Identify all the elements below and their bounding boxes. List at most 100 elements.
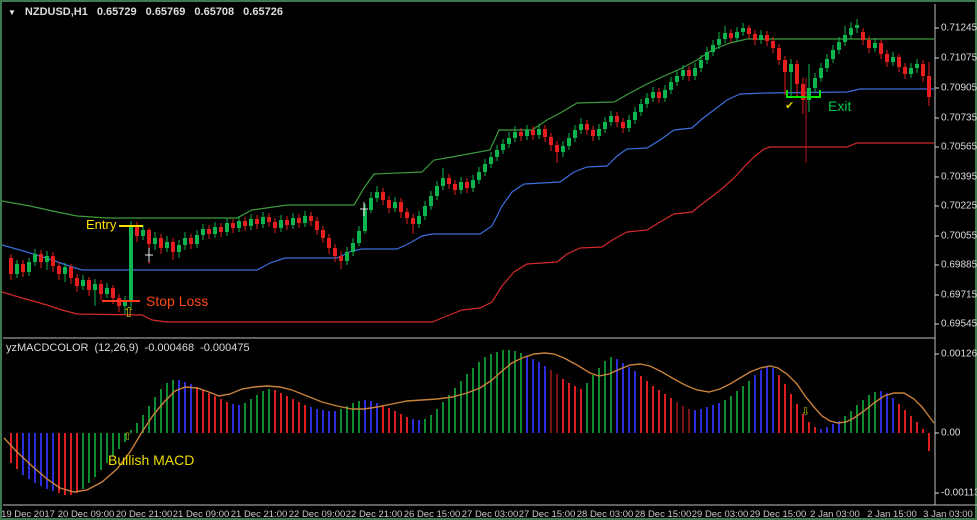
candle-body	[579, 124, 583, 130]
candle-body	[843, 35, 847, 42]
candle-body	[903, 67, 907, 74]
candle-body	[675, 76, 679, 82]
candle-body	[81, 280, 85, 286]
candle-body	[339, 256, 343, 261]
candle-body	[531, 130, 535, 135]
time-tick-label: 27 Dec 15:00	[518, 509, 576, 520]
buy-arrow-icon: ⇧	[123, 304, 135, 320]
candle-body	[597, 129, 601, 136]
candle-body	[357, 231, 361, 243]
candle-body	[591, 130, 595, 136]
price-tick-label: 0.001266	[941, 348, 977, 360]
candle-body	[27, 262, 31, 272]
price-tick-label: 0.70565	[941, 141, 977, 153]
time-tick-label: 2 Jan 15:00	[867, 509, 917, 520]
candle-body	[567, 138, 571, 146]
stop-loss-line	[102, 300, 140, 302]
time-tick-label: 29 Dec 03:00	[691, 509, 749, 520]
candle-body	[717, 39, 721, 45]
candle-body	[63, 267, 67, 274]
candle-body	[87, 280, 91, 290]
candle-body	[831, 50, 835, 59]
time-tick-label: 27 Dec 03:00	[461, 509, 519, 520]
candle-body	[699, 60, 703, 68]
candle-body	[417, 216, 421, 224]
candle-body	[735, 32, 739, 38]
entry-line	[119, 225, 143, 227]
ohlc-close: 0.65726	[243, 6, 283, 18]
candle-body	[321, 230, 325, 238]
price-tick-label: 0.71245	[941, 22, 977, 34]
candle-body	[873, 43, 877, 48]
candle-body	[885, 54, 889, 62]
candle-body	[543, 129, 547, 137]
candle-body	[159, 238, 163, 248]
candle-body	[399, 202, 403, 212]
price-tick-label: 0.00	[941, 427, 961, 439]
candle-body	[477, 172, 481, 180]
candle-body	[303, 216, 307, 223]
candle-body	[387, 200, 391, 208]
stop-loss-label: Stop Loss	[146, 293, 209, 309]
chart-symbol-title: NZDUSD,H1	[24, 6, 88, 18]
candle-body	[471, 180, 475, 188]
candle-body	[219, 227, 223, 232]
candle-body	[375, 192, 379, 198]
price-tick-label: 0.69715	[941, 289, 977, 301]
time-tick-label: 19 Dec 2017	[1, 509, 55, 520]
candle-body	[507, 138, 511, 144]
time-tick-label: 26 Dec 15:00	[403, 509, 461, 520]
candle-body	[489, 157, 493, 164]
candle-body	[639, 104, 643, 112]
candle-body	[333, 248, 337, 256]
bullish-macd-label: Bullish MACD	[108, 452, 195, 468]
candle-body	[45, 256, 49, 262]
price-tick-label: 0.70395	[941, 171, 977, 183]
symbol-dropdown-arrow-icon[interactable]: ▼	[8, 7, 16, 17]
time-tick-label: 20 Dec 09:00	[57, 509, 115, 520]
candle-body	[51, 256, 55, 266]
price-tick-label: 0.69885	[941, 259, 977, 271]
candle-body	[21, 264, 25, 272]
candle-body	[801, 84, 805, 100]
candle-body	[747, 28, 751, 34]
candle-body	[759, 35, 763, 40]
candle-body	[231, 223, 235, 228]
candle-body	[177, 245, 181, 252]
indicator-header: yzMACDCOLOR (12,26,9) -0.000468 -0.00047…	[6, 342, 250, 354]
candle-body	[663, 90, 667, 98]
price-tick-label: 0.70225	[941, 200, 977, 212]
time-tick-label: 29 Dec 15:00	[749, 509, 807, 520]
time-tick-label: 28 Dec 03:00	[576, 509, 634, 520]
time-tick-label: 21 Dec 09:00	[172, 509, 230, 520]
candle-body	[201, 229, 205, 235]
macd-bullish-arrow-icon: ⇧	[123, 431, 133, 443]
candle-body	[183, 238, 187, 245]
candle-body	[711, 45, 715, 52]
exit-label: Exit	[828, 98, 852, 114]
candle-body	[123, 301, 127, 306]
candle-body	[255, 219, 259, 224]
candle-body	[213, 227, 217, 234]
price-tick-label: 0.70905	[941, 82, 977, 94]
indicator-name: yzMACDCOLOR	[6, 342, 89, 354]
price-tick-label: 0.71075	[941, 52, 977, 64]
candle-body	[441, 178, 445, 186]
candle-body	[705, 52, 709, 60]
candle-body	[483, 164, 487, 172]
candle-body	[753, 34, 757, 40]
candle-body	[795, 64, 799, 84]
candle-body	[909, 68, 913, 74]
candle-body	[927, 76, 931, 97]
candle-body	[195, 235, 199, 244]
candle-body	[189, 238, 193, 244]
candle-body	[261, 217, 265, 224]
candle-body	[633, 112, 637, 120]
candle-body	[891, 57, 895, 62]
candle-body	[807, 88, 811, 100]
time-tick-label: 20 Dec 21:00	[115, 509, 173, 520]
candle-body	[669, 82, 673, 90]
candle-body	[555, 145, 559, 152]
candle-body	[819, 68, 823, 78]
